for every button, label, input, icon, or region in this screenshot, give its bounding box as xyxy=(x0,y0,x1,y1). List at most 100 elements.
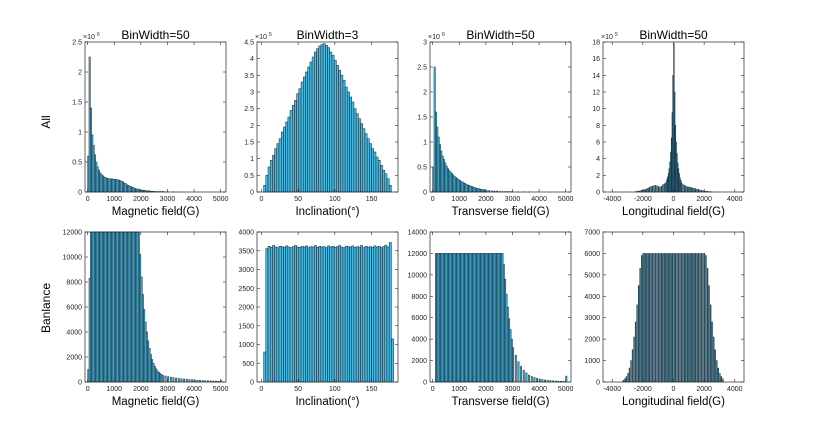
y-tick-label: 0 xyxy=(250,190,254,197)
histogram-bar xyxy=(388,185,392,193)
histogram-bar xyxy=(530,376,533,383)
histogram-bar xyxy=(633,336,635,383)
histogram-bar xyxy=(358,246,361,383)
y-tick-label: 4.5 xyxy=(244,40,254,47)
histogram-bar xyxy=(654,185,657,193)
histogram-bar xyxy=(338,245,341,383)
histogram-bar xyxy=(680,182,683,193)
y-tick-label: 12000 xyxy=(408,251,428,258)
histogram-bar xyxy=(703,253,706,383)
histogram-bar xyxy=(371,247,375,383)
histogram-bar xyxy=(351,101,355,193)
histogram-bar xyxy=(349,246,352,383)
histogram-bar xyxy=(687,253,689,383)
x-tick-label: 0 xyxy=(431,386,435,393)
histogram-bar xyxy=(717,367,719,383)
histogram-bar xyxy=(631,349,634,383)
histogram-bar xyxy=(311,56,315,193)
x-tick-label: 5000 xyxy=(558,196,574,203)
y-tick-label: 0 xyxy=(423,190,427,197)
y-tick-label: 10 xyxy=(592,106,600,113)
histogram-bar xyxy=(331,246,335,383)
histogram-panel: 0 1000 2000 3000 4000 5000 0 2000 4000 6000 8000 10… xyxy=(63,230,229,409)
histogram-bar xyxy=(269,160,273,193)
histogram-bar xyxy=(651,253,654,383)
histogram-bar xyxy=(342,80,346,193)
histogram-bar xyxy=(696,188,698,193)
histogram-bar xyxy=(296,246,300,383)
histogram-bar xyxy=(320,44,324,193)
histogram-bar xyxy=(300,246,304,383)
histogram-bar xyxy=(664,253,666,383)
histogram-bar xyxy=(180,378,183,383)
histogram-bar xyxy=(349,96,352,193)
histogram-bar xyxy=(624,378,626,383)
histogram-panel: 0 1000 2000 3000 4000 5000 0 0.5 1 1.5 2 2.5 3×10 6 Bi… xyxy=(417,28,573,218)
histogram-bar xyxy=(269,247,273,383)
histogram-bar xyxy=(659,253,661,383)
y-tick-label: 18 xyxy=(592,40,600,47)
histogram-bar xyxy=(699,253,701,383)
histogram-bar xyxy=(274,148,278,193)
histogram-bar xyxy=(336,246,339,383)
histogram-bar xyxy=(305,71,308,193)
y-tick-label: 1.5 xyxy=(72,100,82,107)
histogram-bar xyxy=(369,143,372,193)
y-tick-label: 4 xyxy=(596,156,600,163)
histogram-bar xyxy=(683,253,686,383)
histogram-bar xyxy=(358,118,361,193)
histogram-bar xyxy=(685,185,687,193)
histogram-bar xyxy=(289,247,293,383)
x-tick-label: 50 xyxy=(294,386,302,393)
histogram-bar xyxy=(644,189,646,193)
histogram-bar xyxy=(263,351,267,383)
x-tick-label: 150 xyxy=(366,196,378,203)
x-axis-label: Longitudinal field(G) xyxy=(622,206,725,218)
y-tick-label: 1500 xyxy=(238,323,254,330)
histogram-bar xyxy=(512,347,515,383)
histogram-bar xyxy=(719,373,721,383)
x-tick-label: 2000 xyxy=(696,386,712,393)
y-tick-label: 0 xyxy=(250,380,254,387)
histogram-bar xyxy=(311,246,315,383)
chart-title: BinWidth=50 xyxy=(639,28,708,42)
histogram-bar xyxy=(682,253,684,383)
histogram-bar xyxy=(283,247,286,383)
histogram-bar xyxy=(322,246,326,383)
x-tick-label: -4000 xyxy=(603,386,621,393)
histogram-bar xyxy=(696,253,698,383)
x-tick-label: 4000 xyxy=(727,196,743,203)
y-tick-label: 1000 xyxy=(584,358,600,365)
y-tick-label: 2.5 xyxy=(244,106,254,113)
histogram-panel: 0 50 100 1500500100015002000250030003500400… xyxy=(238,230,399,408)
histogram-bar xyxy=(164,375,167,383)
histogram-bar xyxy=(296,93,300,193)
histogram-bar xyxy=(630,360,632,383)
histogram-bar xyxy=(522,369,525,383)
y-tick-label: 3000 xyxy=(584,315,600,322)
x-axis-label: Longitudinal field(G) xyxy=(622,396,725,408)
y-tick-label: 2 xyxy=(596,173,600,180)
histogram-bar xyxy=(272,245,275,383)
x-tick-label: 1000 xyxy=(106,386,122,393)
histogram-bar xyxy=(716,360,718,383)
y-tick-label: 3 xyxy=(250,90,254,97)
histogram-bar xyxy=(175,377,178,383)
histogram-bar xyxy=(333,247,337,383)
y-tick-label: 6000 xyxy=(584,251,600,258)
histogram-bar xyxy=(639,268,641,383)
histogram-bar xyxy=(634,321,637,383)
histogram-bar xyxy=(714,349,716,383)
x-tick-label: 100 xyxy=(329,386,341,393)
histogram-bar xyxy=(265,248,269,383)
histogram-bar xyxy=(276,143,280,193)
histogram-bar xyxy=(329,246,333,383)
x-tick-label: 0 xyxy=(672,386,676,393)
histogram-bar xyxy=(667,253,669,383)
histogram-bar xyxy=(347,246,350,383)
y-tick-label: 5000 xyxy=(584,272,600,279)
chart-title: BinWidth=50 xyxy=(466,28,535,42)
histogram-bar xyxy=(280,246,284,383)
histogram-bar xyxy=(651,185,654,193)
histogram-panel: 0 1000 2000 3000 4000 5000 0 0.5 1 1.5 2 2.5×10 6 Bin… xyxy=(72,28,228,218)
